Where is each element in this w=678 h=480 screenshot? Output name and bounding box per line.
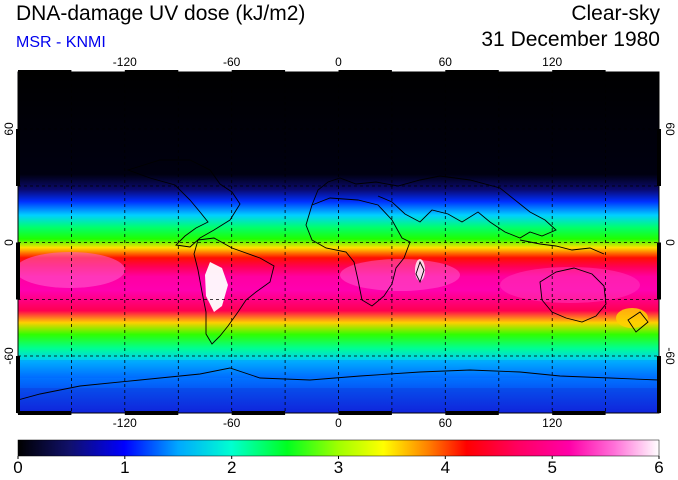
- sky-condition-label: Clear-sky: [571, 2, 660, 25]
- lat-tick-right: 60: [663, 122, 677, 136]
- south-america-coast: [193, 237, 275, 345]
- date-label: 31 December 1980: [481, 28, 660, 51]
- lat-tick-left: 0: [2, 239, 16, 246]
- colorbar-label: 2: [226, 458, 237, 477]
- lon-tick-top: -60: [223, 55, 241, 69]
- lat-tick-right: 0: [663, 239, 677, 246]
- colorbar: [17, 439, 660, 457]
- lat-tick-left: -60: [2, 347, 16, 365]
- lon-tick-bottom: 0: [335, 416, 342, 430]
- colorbar-label: 1: [120, 458, 130, 477]
- colorbar-label: 6: [654, 458, 664, 477]
- source-label: MSR - KNMI: [16, 34, 106, 51]
- colorbar-label: 5: [547, 458, 557, 477]
- indonesia-coast: [519, 239, 605, 255]
- coastlines: [18, 159, 659, 401]
- lon-tick-bottom: -60: [223, 416, 241, 430]
- colorbar-label: 3: [333, 458, 344, 477]
- australia-coast: [539, 267, 607, 323]
- lon-tick-top: 60: [439, 55, 453, 69]
- colorbar-label: 4: [440, 458, 451, 477]
- africa-coast: [305, 197, 411, 307]
- lon-tick-bottom: -120: [113, 416, 137, 430]
- lat-tick-left: 60: [2, 122, 16, 136]
- lon-tick-bottom: 120: [542, 416, 562, 430]
- lon-tick-bottom: 60: [439, 416, 453, 430]
- eurasia-coast: [311, 175, 557, 239]
- map-title: DNA-damage UV dose (kJ/m2): [16, 2, 306, 25]
- graticule: [18, 72, 659, 413]
- lon-tick-top: 0: [335, 55, 342, 69]
- lat-tick-right: -60: [663, 347, 677, 365]
- lon-tick-top: 120: [542, 55, 562, 69]
- colorbar-label: 0: [13, 458, 23, 477]
- map-frame: [16, 70, 661, 415]
- colorbar-ticks: [17, 456, 660, 459]
- lon-tick-top: -120: [113, 55, 137, 69]
- antarctica-coast: [18, 367, 659, 401]
